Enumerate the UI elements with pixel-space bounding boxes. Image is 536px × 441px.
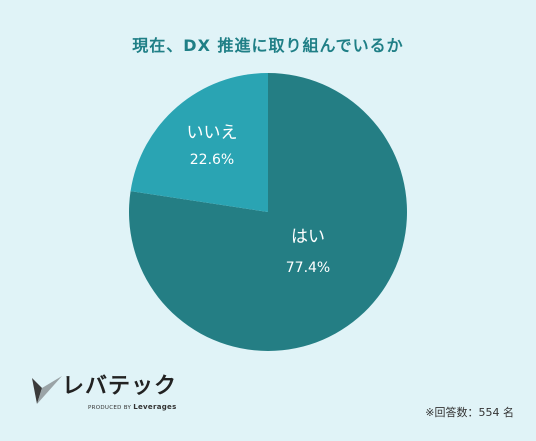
response-count-note: ※回答数：554 名 <box>425 406 514 419</box>
logo-tagline-prefix: PRODUCED BY <box>88 405 132 411</box>
logo-mark-icon <box>32 376 62 404</box>
slice-label-2: いいえ <box>187 123 238 143</box>
slice-value-2: 22.6% <box>190 152 234 168</box>
logo-wordmark: レバテック <box>62 374 178 399</box>
logo-tagline-brand: Leverages <box>133 403 177 411</box>
leverages-logo: レバテック PRODUCED BY Leverages <box>32 374 202 414</box>
logo-tagline: PRODUCED BY Leverages <box>88 403 177 411</box>
chart-title: 現在、DX 推進に取り組んでいるか <box>132 36 404 55</box>
pie-slice-2 <box>130 73 268 212</box>
slice-value-1: 77.4% <box>286 260 330 276</box>
slice-label-1: はい <box>291 227 325 247</box>
